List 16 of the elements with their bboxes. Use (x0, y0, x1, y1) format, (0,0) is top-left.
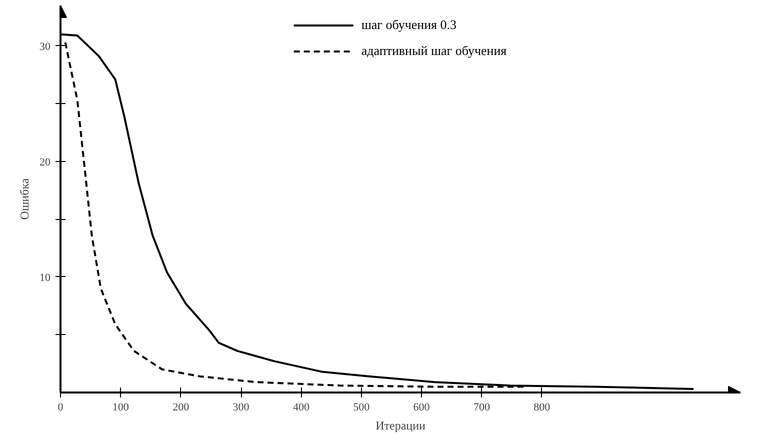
y-tick-label: 20 (40, 156, 51, 168)
x-tick-label: 600 (413, 402, 430, 414)
legend-label: шаг обучения 0.3 (361, 17, 457, 33)
x-tick-label: 700 (473, 402, 490, 414)
y-tick-label: 10 (40, 272, 51, 284)
x-axis-title: Итерации (376, 418, 426, 432)
legend-label: адаптивный шаг обучения (361, 43, 507, 59)
x-tick-label: 200 (172, 402, 190, 414)
x-tick-label: 800 (534, 402, 551, 414)
x-tick-label: 400 (292, 402, 310, 414)
y-tick-label: 30 (40, 40, 51, 53)
x-tick-label: 100 (112, 402, 130, 414)
x-tick-label: 500 (353, 402, 370, 414)
x-tick-label: 300 (232, 402, 250, 414)
y-axis-title: Ошибка (18, 178, 32, 220)
x-tick-label: 0 (58, 402, 64, 414)
